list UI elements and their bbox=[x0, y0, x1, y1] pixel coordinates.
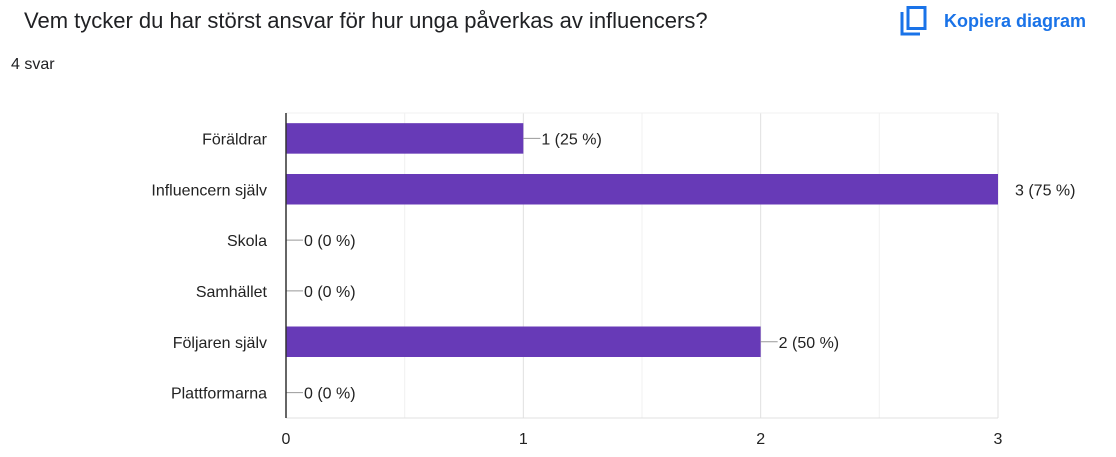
copy-chart-label: Kopiera diagram bbox=[943, 10, 1086, 31]
category-label: Följaren själv bbox=[173, 335, 267, 352]
data-label: 2 (50 %) bbox=[779, 335, 839, 352]
category-label: Influencern själv bbox=[151, 182, 267, 199]
data-label: 3 (75 %) bbox=[1015, 182, 1075, 199]
bar bbox=[286, 326, 761, 357]
data-label: 0 (0 %) bbox=[304, 386, 356, 403]
copy-icon bbox=[900, 6, 927, 36]
x-tick-label: 0 bbox=[282, 431, 291, 448]
response-count: 4 svar bbox=[11, 56, 55, 73]
bar bbox=[286, 123, 524, 154]
category-label: Samhället bbox=[196, 284, 268, 301]
category-label: Plattformarna bbox=[171, 386, 267, 403]
copy-chart-button[interactable]: Kopiera diagram bbox=[900, 4, 1086, 38]
x-tick-label: 2 bbox=[756, 431, 765, 448]
data-label: 0 (0 %) bbox=[304, 284, 356, 301]
data-label: 1 (25 %) bbox=[541, 131, 601, 148]
data-label: 0 (0 %) bbox=[304, 233, 356, 250]
bar bbox=[286, 174, 998, 205]
x-tick-label: 1 bbox=[519, 431, 528, 448]
category-label: Föräldrar bbox=[202, 131, 268, 148]
question-title: Vem tycker du har störst ansvar för hur … bbox=[24, 8, 708, 33]
x-tick-label: 3 bbox=[994, 431, 1003, 448]
category-label: Skola bbox=[227, 233, 267, 250]
